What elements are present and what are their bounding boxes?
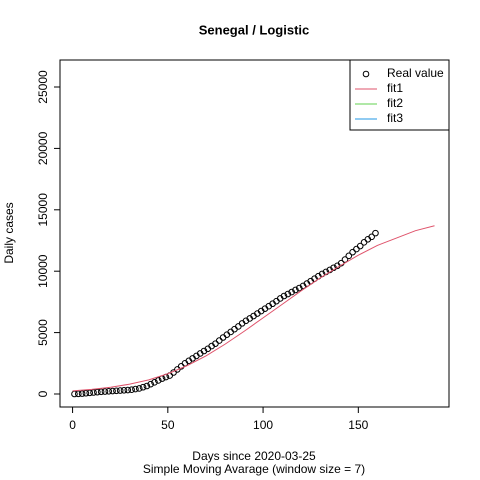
legend-label: fit3	[387, 111, 403, 125]
data-point	[86, 389, 94, 397]
data-point	[147, 380, 154, 388]
data-point	[97, 388, 105, 396]
x-tick-label: 50	[161, 418, 175, 432]
data-point	[109, 387, 116, 395]
data-point	[219, 334, 227, 341]
data-point	[356, 242, 364, 250]
data-point	[360, 239, 368, 246]
data-point	[90, 389, 97, 396]
x-tick-label: 150	[348, 418, 368, 432]
data-point	[128, 386, 135, 393]
data-point	[78, 390, 86, 397]
data-point	[101, 388, 109, 395]
data-point	[116, 387, 124, 394]
y-tick-label: 15000	[36, 193, 50, 227]
y-tick-label: 0	[36, 390, 50, 397]
data-point	[288, 288, 295, 296]
data-point	[345, 252, 353, 260]
data-point	[284, 290, 292, 298]
y-tick-label: 20000	[36, 131, 50, 165]
data-point	[372, 229, 379, 237]
data-point	[135, 385, 143, 392]
data-point	[280, 292, 288, 300]
data-point	[368, 233, 375, 241]
data-point	[143, 382, 151, 390]
data-point	[295, 284, 303, 292]
data-point	[132, 385, 139, 393]
data-point	[105, 387, 113, 395]
data-point	[113, 387, 120, 395]
y-tick-label: 25000	[36, 70, 50, 104]
data-point	[349, 248, 356, 256]
fit-line	[72, 225, 435, 392]
data-point	[151, 379, 158, 386]
legend-label: fit1	[387, 81, 403, 95]
chart-title: Senegal / Logistic	[199, 22, 310, 37]
data-point	[120, 387, 128, 394]
data-point	[74, 390, 82, 398]
y-tick-label: 10000	[36, 254, 50, 288]
plot-frame	[59, 59, 450, 408]
x-tick-label: 0	[69, 418, 76, 432]
data-point	[215, 337, 223, 344]
x-axis-label: Days since 2020-03-25	[192, 449, 316, 463]
y-axis-label: Daily cases	[2, 202, 16, 263]
data-point	[124, 386, 132, 394]
legend-label: fit2	[387, 96, 403, 110]
data-point	[341, 256, 349, 263]
data-point	[292, 286, 299, 294]
legend-label: Real value	[387, 66, 444, 80]
subtitle: Simple Moving Avarage (window size = 7)	[143, 462, 365, 476]
data-point	[353, 245, 360, 253]
data-point	[82, 389, 90, 397]
data-point	[139, 383, 147, 391]
x-tick-label: 100	[253, 418, 273, 432]
data-point	[154, 377, 162, 384]
data-point	[94, 388, 101, 396]
y-tick-label: 5000	[36, 319, 50, 346]
legend-marker	[362, 70, 370, 78]
